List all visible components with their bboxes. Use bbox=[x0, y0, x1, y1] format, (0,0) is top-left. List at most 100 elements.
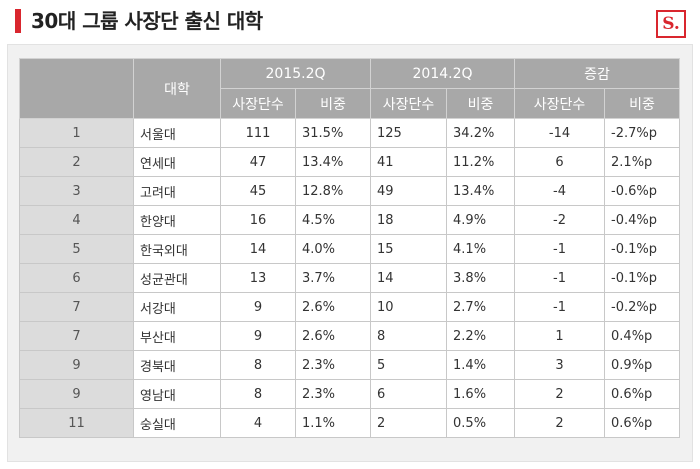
value-cell: 4.0% bbox=[294, 234, 372, 264]
univ-cell: 경북대 bbox=[133, 350, 221, 380]
table-row: 7 서강대 9 2.6% 10 2.7% -1 -0.2%p bbox=[19, 292, 681, 322]
value-cell: 13.4% bbox=[294, 147, 372, 177]
value-cell: 0.9%p bbox=[604, 350, 681, 380]
univ-cell: 연세대 bbox=[133, 147, 221, 177]
rank-cell: 3 bbox=[19, 176, 134, 206]
value-cell: 1.4% bbox=[446, 350, 516, 380]
table-row: 7 부산대 9 2.6% 8 2.2% 1 0.4%p bbox=[19, 321, 681, 351]
rank-cell: 9 bbox=[19, 350, 134, 380]
value-cell: -4 bbox=[514, 176, 606, 206]
value-cell: 1.6% bbox=[446, 379, 516, 409]
value-cell: 1 bbox=[514, 321, 606, 351]
sub-header-count: 사장단수 bbox=[220, 88, 296, 119]
rank-cell: 5 bbox=[19, 234, 134, 264]
value-cell: 41 bbox=[370, 147, 448, 177]
value-cell: 13 bbox=[220, 263, 296, 293]
value-cell: 0.4%p bbox=[604, 321, 681, 351]
value-cell: 2.1%p bbox=[604, 147, 681, 177]
value-cell: -1 bbox=[514, 292, 606, 322]
value-cell: 8 bbox=[370, 321, 448, 351]
page-title: 30대 그룹 사장단 출신 대학 bbox=[31, 9, 263, 33]
rank-cell: 2 bbox=[19, 147, 134, 177]
value-cell: 0.6%p bbox=[604, 408, 681, 438]
table-row: 6 성균관대 13 3.7% 14 3.8% -1 -0.1%p bbox=[19, 263, 681, 293]
table-row: 11 숭실대 4 1.1% 2 0.5% 2 0.6%p bbox=[19, 408, 681, 438]
value-cell: -14 bbox=[514, 118, 606, 148]
title-accent-bar bbox=[15, 9, 21, 33]
value-cell: -0.2%p bbox=[604, 292, 681, 322]
value-cell: 3.8% bbox=[446, 263, 516, 293]
group-header-2014: 2014.2Q bbox=[370, 58, 516, 89]
group-header-2015: 2015.2Q bbox=[219, 58, 372, 89]
value-cell: 0.5% bbox=[446, 408, 516, 438]
univ-header: 대학 bbox=[133, 58, 221, 119]
value-cell: -0.4%p bbox=[604, 205, 681, 235]
logo-icon: S. bbox=[656, 10, 686, 38]
univ-cell: 한양대 bbox=[133, 205, 221, 235]
sub-header-ratio: 비중 bbox=[604, 88, 681, 119]
table-row: 3 고려대 45 12.8% 49 13.4% -4 -0.6%p bbox=[19, 176, 681, 206]
table-row: 9 영남대 8 2.3% 6 1.6% 2 0.6%p bbox=[19, 379, 681, 409]
university-table: 대학 2015.2Q 2014.2Q 증감 사장단수 비중 사장단수 비중 사장… bbox=[19, 58, 681, 438]
rank-cell: 6 bbox=[19, 263, 134, 293]
value-cell: 125 bbox=[370, 118, 448, 148]
value-cell: 8 bbox=[220, 350, 296, 380]
value-cell: 2.6% bbox=[294, 292, 372, 322]
univ-cell: 고려대 bbox=[133, 176, 221, 206]
value-cell: 34.2% bbox=[446, 118, 516, 148]
rank-cell: 4 bbox=[19, 205, 134, 235]
rank-cell: 7 bbox=[19, 292, 134, 322]
table-row: 4 한양대 16 4.5% 18 4.9% -2 -0.4%p bbox=[19, 205, 681, 235]
value-cell: 4 bbox=[220, 408, 296, 438]
value-cell: -1 bbox=[514, 234, 606, 264]
univ-cell: 숭실대 bbox=[133, 408, 221, 438]
value-cell: -1 bbox=[514, 263, 606, 293]
value-cell: 6 bbox=[370, 379, 448, 409]
rank-cell: 7 bbox=[19, 321, 134, 351]
value-cell: 4.9% bbox=[446, 205, 516, 235]
value-cell: 12.8% bbox=[294, 176, 372, 206]
value-cell: 2.3% bbox=[294, 350, 372, 380]
value-cell: 49 bbox=[370, 176, 448, 206]
table-row: 1 서울대 111 31.5% 125 34.2% -14 -2.7%p bbox=[19, 118, 681, 148]
value-cell: 3 bbox=[514, 350, 606, 380]
value-cell: -0.6%p bbox=[604, 176, 681, 206]
value-cell: -0.1%p bbox=[604, 263, 681, 293]
value-cell: 5 bbox=[370, 350, 448, 380]
value-cell: 18 bbox=[370, 205, 448, 235]
rank-cell: 9 bbox=[19, 379, 134, 409]
value-cell: 14 bbox=[370, 263, 448, 293]
value-cell: -0.1%p bbox=[604, 234, 681, 264]
value-cell: 2.2% bbox=[446, 321, 516, 351]
table-row: 2 연세대 47 13.4% 41 11.2% 6 2.1%p bbox=[19, 147, 681, 177]
value-cell: -2.7%p bbox=[604, 118, 681, 148]
value-cell: 3.7% bbox=[294, 263, 372, 293]
value-cell: 4.1% bbox=[446, 234, 516, 264]
sub-header-count: 사장단수 bbox=[514, 88, 606, 119]
value-cell: 16 bbox=[220, 205, 296, 235]
univ-cell: 부산대 bbox=[133, 321, 221, 351]
value-cell: 4.5% bbox=[294, 205, 372, 235]
group-header-change: 증감 bbox=[514, 58, 681, 89]
value-cell: 2 bbox=[514, 379, 606, 409]
value-cell: 2.3% bbox=[294, 379, 372, 409]
univ-cell: 한국외대 bbox=[133, 234, 221, 264]
table-body: 1 서울대 111 31.5% 125 34.2% -14 -2.7%p 2 연세대 47 13.4%… bbox=[19, 118, 681, 438]
univ-cell: 성균관대 bbox=[133, 263, 221, 293]
value-cell: 47 bbox=[220, 147, 296, 177]
value-cell: 14 bbox=[220, 234, 296, 264]
sub-header-ratio: 비중 bbox=[294, 88, 372, 119]
univ-cell: 서울대 bbox=[133, 118, 221, 148]
value-cell: 31.5% bbox=[294, 118, 372, 148]
rank-cell: 1 bbox=[19, 118, 134, 148]
value-cell: 2.6% bbox=[294, 321, 372, 351]
table-row: 9 경북대 8 2.3% 5 1.4% 3 0.9%p bbox=[19, 350, 681, 380]
value-cell: 2 bbox=[514, 408, 606, 438]
value-cell: 2.7% bbox=[446, 292, 516, 322]
value-cell: 45 bbox=[220, 176, 296, 206]
value-cell: 9 bbox=[220, 321, 296, 351]
value-cell: 111 bbox=[220, 118, 296, 148]
value-cell: 6 bbox=[514, 147, 606, 177]
value-cell: 15 bbox=[370, 234, 448, 264]
value-cell: 10 bbox=[370, 292, 448, 322]
